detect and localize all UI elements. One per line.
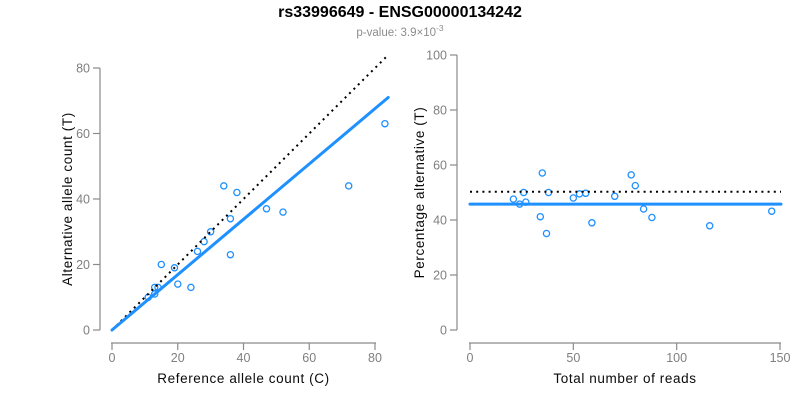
- data-point: [279, 208, 287, 216]
- data-point: [509, 195, 518, 203]
- data-point: [226, 214, 235, 223]
- data-point: [193, 247, 202, 256]
- y-axis: 0 20 40 60 80: [76, 61, 101, 337]
- x-axis-title: Total number of reads: [553, 371, 696, 386]
- data-point: [538, 169, 547, 177]
- data-point: [150, 283, 159, 292]
- data-point: [648, 213, 656, 222]
- allele-counts-scatter-panel: 0 20 40 60 80 0 20 40 60 80 Reference allele count…: [60, 54, 390, 386]
- y-tick-label: 80: [76, 61, 90, 75]
- data-point: [381, 119, 389, 128]
- data-points: [144, 119, 389, 302]
- data-point: [233, 188, 241, 197]
- regression-line: [110, 96, 390, 332]
- data-point: [542, 229, 551, 238]
- x-tick-label: 80: [368, 351, 382, 365]
- data-point: [187, 283, 195, 292]
- data-point: [581, 189, 590, 198]
- x-tick-label: 50: [566, 351, 580, 365]
- x-axis: 0 20 40 60 80: [109, 342, 382, 365]
- y-tick-label: 40: [76, 192, 90, 206]
- y-tick-label: 60: [433, 158, 447, 172]
- y-axis-title: Percentage alternative (T): [412, 107, 427, 279]
- data-point: [344, 182, 353, 190]
- pvalue-text: p-value: 3.9×10: [356, 26, 437, 39]
- x-tick-label: 40: [237, 351, 251, 365]
- data-point: [262, 205, 271, 213]
- y-tick-label: 100: [426, 48, 447, 62]
- x-tick-label: 0: [467, 351, 474, 365]
- y-axis: 0 20 40 60 80 100: [426, 48, 458, 337]
- y-tick-label: 0: [440, 323, 447, 337]
- data-point: [206, 228, 215, 236]
- y-tick-label: 80: [433, 103, 447, 117]
- pvalue-exponent: -3: [436, 23, 444, 33]
- x-tick-label: 150: [770, 351, 791, 365]
- x-tick-label: 20: [171, 351, 185, 365]
- data-point: [631, 181, 640, 190]
- identity-line: [111, 54, 389, 331]
- y-tick-label: 20: [433, 268, 447, 282]
- data-point: [767, 207, 776, 215]
- x-axis-title: Reference allele count (C): [157, 371, 329, 386]
- x-tick-label: 0: [109, 351, 116, 365]
- data-point: [705, 222, 714, 230]
- data-point: [610, 192, 619, 201]
- data-point: [639, 205, 648, 213]
- y-tick-label: 20: [76, 258, 90, 272]
- x-axis: 0 50 100 150: [467, 342, 791, 365]
- data-point: [226, 250, 235, 259]
- data-point: [174, 280, 182, 288]
- data-point: [569, 194, 578, 202]
- figure-title: rs33996649 - ENSG00000134242: [278, 4, 522, 21]
- data-point: [588, 219, 596, 227]
- x-tick-label: 60: [302, 351, 316, 365]
- data-point: [627, 171, 635, 179]
- figure-subtitle: p-value: 3.9×10-3: [0, 23, 800, 39]
- data-point: [536, 212, 545, 221]
- y-tick-label: 40: [433, 213, 447, 227]
- y-tick-label: 60: [76, 127, 90, 141]
- data-point: [170, 264, 179, 272]
- data-point: [200, 237, 208, 246]
- data-point: [157, 260, 166, 269]
- percentage-alternative-scatter-panel: 0 20 40 60 80 100 0 50 100 150 Total number of rea…: [412, 48, 790, 386]
- data-point: [220, 182, 228, 190]
- y-tick-label: 0: [83, 323, 90, 337]
- x-tick-label: 100: [666, 351, 687, 365]
- y-axis-title: Alternative allele count (T): [60, 112, 75, 286]
